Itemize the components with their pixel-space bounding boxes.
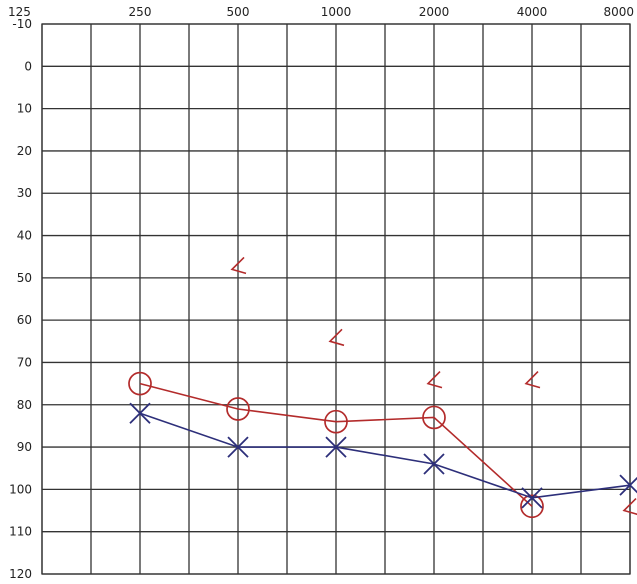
point-x	[129, 402, 151, 424]
point-circle	[128, 371, 152, 396]
y-tick-label: 100	[9, 482, 32, 496]
point-circle	[226, 397, 250, 421]
point-x	[227, 436, 249, 458]
x-tick-label: 125	[8, 5, 31, 19]
y-tick-label: 110	[9, 525, 32, 539]
series	[128, 256, 637, 519]
point-bracket	[524, 371, 541, 389]
y-tick-label: 20	[17, 144, 32, 158]
point-circle	[520, 494, 544, 519]
y-tick-label: 120	[9, 567, 32, 581]
y-tick-label: 80	[17, 398, 32, 412]
series-circle	[128, 371, 544, 519]
y-tick-label: 60	[17, 313, 32, 327]
x-tick-label: 8000	[603, 5, 634, 19]
series-line	[139, 382, 533, 507]
y-tick-label: 30	[17, 186, 32, 200]
x-tick-label: 2000	[419, 5, 450, 19]
point-x	[521, 487, 543, 509]
y-tick-label: 40	[17, 229, 32, 243]
point-bracket	[230, 256, 247, 275]
x-tick-label: 500	[227, 5, 250, 19]
series-x	[129, 402, 637, 509]
point-bracket	[328, 328, 345, 347]
series-bracket-left	[230, 256, 637, 516]
y-tick-label: 0	[24, 59, 32, 73]
x-tick-labels: 125 250 500 1000 2000 4000 8000	[8, 5, 634, 19]
y-tick-label: 50	[17, 271, 32, 285]
y-tick-labels: -10 0 10 20 30 40 50 60 70 80 90 100 110 120	[9, 17, 32, 581]
point-circle	[422, 405, 446, 430]
y-tick-label: 70	[17, 355, 32, 369]
point-bracket	[622, 497, 637, 516]
x-tick-label: 1000	[321, 5, 352, 19]
point-x	[325, 436, 347, 458]
point-x	[423, 453, 445, 475]
x-tick-label: 250	[129, 5, 152, 19]
y-tick-label: -10	[12, 17, 32, 31]
x-tick-label: 4000	[517, 5, 548, 19]
grid	[41, 23, 631, 575]
point-circle	[324, 409, 348, 434]
y-tick-label: 10	[17, 102, 32, 116]
point-bracket	[426, 371, 443, 389]
series-line	[139, 412, 631, 499]
y-tick-label: 90	[17, 440, 32, 454]
